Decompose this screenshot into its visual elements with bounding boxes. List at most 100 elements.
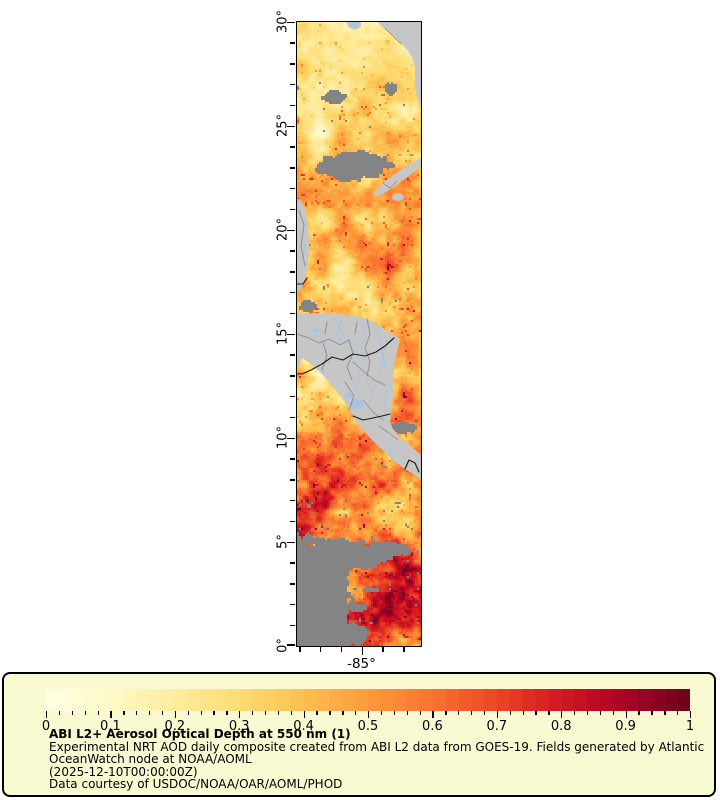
caption-line: Data courtesy of USDOC/NOAA/OAR/AOML/PHO… xyxy=(49,777,343,792)
y-axis-major-tick xyxy=(286,125,295,127)
colorbar-tick xyxy=(355,711,357,715)
colorbar-tick xyxy=(471,711,473,715)
colorbar-tick-label: 0.8 xyxy=(550,719,572,734)
colorbar-tick xyxy=(226,711,228,715)
colorbar-tick xyxy=(84,711,86,715)
caption-block: ABI L2+ Aerosol Optical Depth at 550 nm … xyxy=(49,727,704,791)
colorbar-tick-label: 1 xyxy=(685,719,695,734)
y-axis-minor-tick xyxy=(289,208,295,211)
y-axis-minor-tick xyxy=(289,291,295,294)
colorbar-tick xyxy=(561,711,563,718)
colorbar-tick xyxy=(599,711,602,715)
x-axis-tick xyxy=(403,647,405,653)
colorbar-tick xyxy=(406,711,408,715)
colorbar-tick xyxy=(46,711,48,718)
colorbar-tick-label: 0.5 xyxy=(357,719,379,734)
y-axis-minor-tick xyxy=(289,520,295,523)
y-axis-minor-tick xyxy=(289,271,295,273)
colorbar-tick xyxy=(548,711,550,715)
y-axis-minor-tick xyxy=(289,416,295,419)
colorbar-tick xyxy=(509,711,511,715)
colorbar-tick xyxy=(97,711,99,715)
y-axis-minor-tick xyxy=(289,187,295,190)
colorbar-tick xyxy=(574,711,576,715)
y-axis-minor-tick xyxy=(289,395,295,398)
x-axis-label: -85° xyxy=(347,655,376,672)
caption-line: OceanWatch node at NOAA/AOML xyxy=(49,752,252,767)
colorbar-tick xyxy=(393,711,396,715)
y-axis-major-tick xyxy=(286,21,295,23)
colorbar-tick xyxy=(638,711,640,715)
colorbar-tick xyxy=(342,711,344,715)
y-axis-minor-tick xyxy=(289,479,295,481)
colorbar-tick xyxy=(419,711,421,715)
x-axis-tick xyxy=(361,647,363,656)
colorbar-tick-label: 0.3 xyxy=(228,719,250,734)
colorbar-tick xyxy=(264,711,267,715)
colorbar-tick xyxy=(625,711,627,718)
colorbar-tick xyxy=(535,711,537,715)
colorbar-tick xyxy=(483,711,486,715)
y-axis-minor-tick xyxy=(289,375,295,377)
y-axis-minor-tick xyxy=(289,250,295,252)
y-axis-minor-tick xyxy=(289,624,295,627)
x-axis-tick xyxy=(299,647,301,653)
colorbar-tick xyxy=(252,711,254,715)
aod-map-frame: 30° 25° 20° 15° 10° 5° 0° -85° xyxy=(276,10,422,672)
colorbar-canvas xyxy=(46,689,690,711)
colorbar-tick xyxy=(110,711,112,718)
y-axis-minor-tick xyxy=(289,104,295,107)
colorbar-tick xyxy=(149,711,151,715)
colorbar-tick-label: 0.6 xyxy=(422,719,443,734)
colorbar-tick xyxy=(187,711,189,715)
y-axis-minor-tick xyxy=(289,583,295,585)
colorbar-tick xyxy=(239,711,241,718)
y-axis-minor-tick xyxy=(289,63,295,65)
caption-line: (2025-12-10T00:00:00Z) xyxy=(49,764,198,779)
colorbar-tick-label: 0.9 xyxy=(615,719,636,734)
y-axis-major-tick xyxy=(286,333,295,335)
y-axis-minor-tick xyxy=(289,603,295,606)
y-axis-tick-label: 30° xyxy=(275,9,291,34)
y-axis-major-tick xyxy=(286,229,295,231)
y-axis-minor-tick xyxy=(289,562,295,564)
y-axis-tick-label: 5° xyxy=(275,534,291,549)
colorbar-tick xyxy=(677,711,679,715)
y-axis-minor-tick xyxy=(289,167,295,169)
colorbar-tick xyxy=(316,711,318,715)
colorbar-tick xyxy=(58,711,61,715)
colorbar-tick xyxy=(213,711,215,715)
y-axis-major-tick xyxy=(286,437,295,439)
colorbar-tick xyxy=(586,711,589,715)
colorbar-tick-label: 0.1 xyxy=(100,719,121,734)
y-axis-major-tick xyxy=(286,541,295,543)
y-axis-tick-label: 20° xyxy=(275,217,291,242)
colorbar-tick xyxy=(651,711,653,715)
colorbar-tick xyxy=(690,711,692,718)
y-axis-tick-label: 10° xyxy=(275,425,291,450)
colorbar-tick-label: 0 xyxy=(41,719,51,734)
y-axis-tick-label: 15° xyxy=(275,321,291,346)
caption-title: ABI L2+ Aerosol Optical Depth at 550 nm … xyxy=(49,727,351,741)
x-axis-tick xyxy=(319,647,322,653)
y-axis-tick-label: 25° xyxy=(275,113,291,138)
y-axis-minor-tick xyxy=(289,312,295,315)
x-axis-tick xyxy=(340,647,343,653)
aod-map-canvas xyxy=(296,21,421,646)
y-axis-minor-tick xyxy=(289,458,295,460)
colorbar-tick xyxy=(200,711,202,715)
y-axis-major-tick xyxy=(286,644,295,646)
colorbar-tick xyxy=(136,711,138,715)
colorbar-tick xyxy=(71,711,74,715)
colorbar-tick xyxy=(664,711,666,715)
colorbar-tick xyxy=(123,711,125,715)
colorbar-tick xyxy=(522,711,524,715)
x-axis-tick xyxy=(382,647,384,653)
legend-panel: ABI L2+ Aerosol Optical Depth at 550 nm … xyxy=(2,672,716,797)
y-axis-minor-tick xyxy=(289,354,295,356)
colorbar-tick xyxy=(458,711,460,715)
y-axis-minor-tick xyxy=(289,499,295,502)
colorbar-tick xyxy=(368,711,370,718)
colorbar-tick xyxy=(612,711,615,715)
